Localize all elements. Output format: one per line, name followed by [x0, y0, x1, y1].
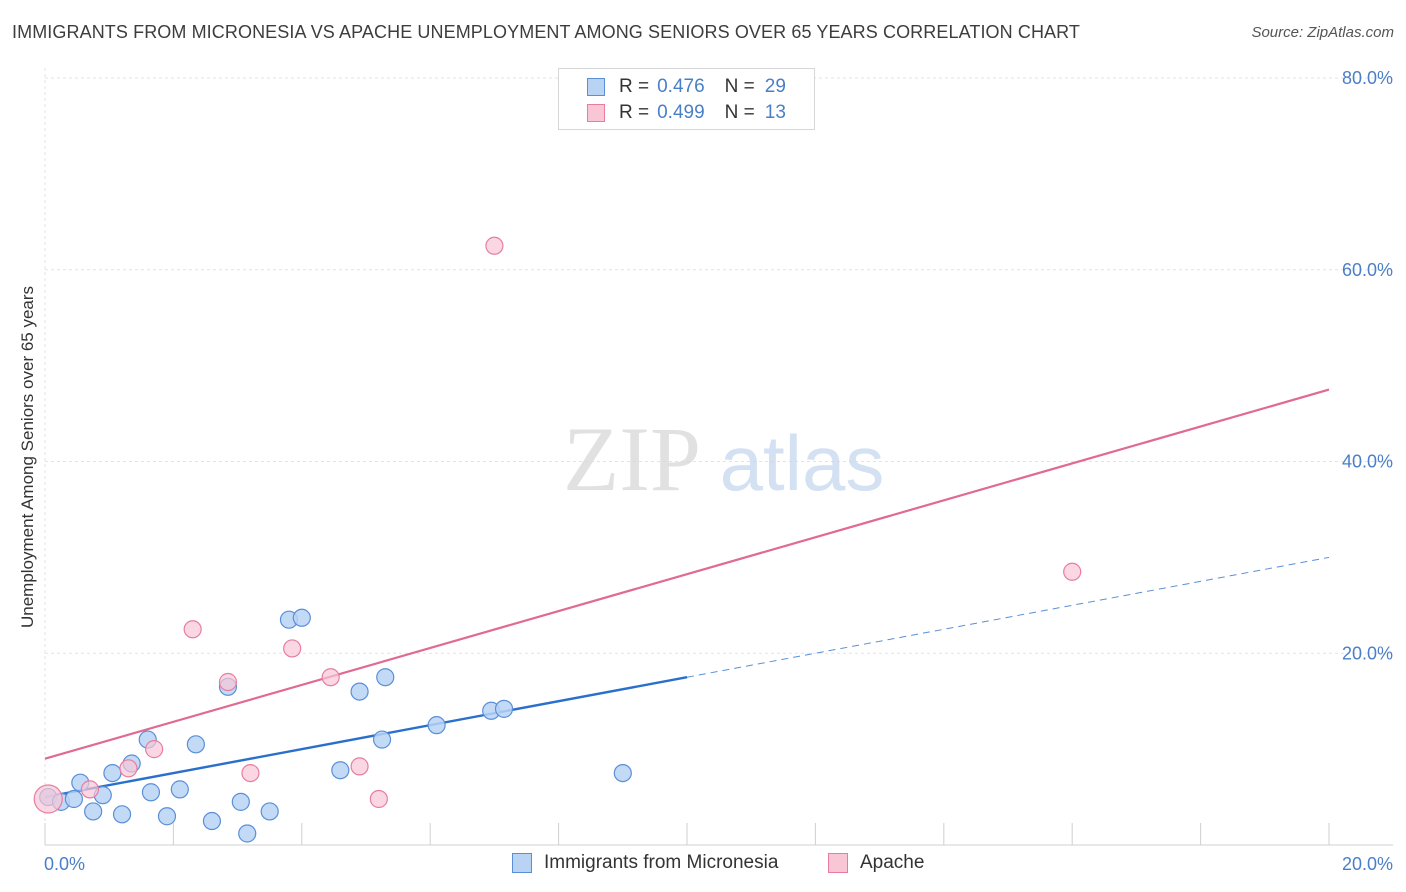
legend-r-label: R =	[619, 102, 650, 123]
series-name-micronesia: Immigrants from Micronesia	[544, 852, 779, 873]
point-micronesia	[292, 608, 311, 627]
y-tick-label: 20.0%	[1342, 643, 1393, 663]
point-micronesia	[260, 802, 279, 821]
trend-line-micronesia-extension	[686, 556, 1330, 678]
point-micronesia	[170, 780, 189, 799]
point-apache	[350, 757, 369, 776]
point-micronesia	[376, 668, 395, 687]
legend-n-value: 13	[764, 102, 786, 123]
point-layer	[33, 236, 1082, 843]
series-legend-apache: Apache	[828, 852, 924, 874]
stats-legend: R = 0.476 N = 29 R = 0.499 N = 13	[558, 68, 815, 130]
tick-layer: 20.0% 40.0% 60.0% 80.0% 0.0% 20.0%	[44, 68, 1393, 874]
trend-line-apache	[44, 388, 1330, 760]
point-micronesia	[84, 802, 103, 821]
legend-r-label: R =	[619, 76, 650, 97]
y-tick-label: 40.0%	[1342, 452, 1393, 472]
x-tick-label: 20.0%	[1342, 854, 1393, 874]
point-apache	[485, 236, 504, 255]
trend-layer	[44, 388, 1330, 799]
watermark-zip: ZIP	[563, 408, 701, 510]
point-micronesia	[613, 763, 632, 783]
point-micronesia	[186, 735, 205, 754]
point-micronesia	[157, 807, 177, 826]
x-tick-label: 0.0%	[44, 854, 85, 874]
point-micronesia	[331, 761, 350, 780]
legend-n-label: N =	[724, 102, 755, 123]
point-apache	[369, 789, 388, 809]
point-apache	[218, 672, 238, 692]
point-apache	[321, 668, 340, 687]
series-name-apache: Apache	[860, 852, 925, 873]
point-micronesia	[372, 730, 392, 749]
legend-n-value: 29	[764, 76, 786, 97]
point-apache	[283, 639, 302, 658]
chart-title: IMMIGRANTS FROM MICRONESIA VS APACHE UNE…	[12, 22, 1081, 42]
point-micronesia	[350, 682, 369, 701]
series-swatch-blue	[512, 853, 532, 873]
point-apache	[119, 759, 138, 778]
point-micronesia	[103, 763, 122, 783]
series-legend: Immigrants from Micronesia Apache	[0, 852, 1406, 876]
legend-swatch-pink	[587, 104, 605, 122]
point-micronesia	[64, 789, 83, 809]
point-micronesia	[202, 811, 222, 831]
point-apache	[1063, 562, 1082, 581]
point-apache	[80, 780, 100, 799]
source-credit: Source: ZipAtlas.com	[1251, 24, 1394, 41]
legend-n-label: N =	[724, 76, 755, 97]
series-swatch-pink	[828, 853, 848, 873]
legend-row-micronesia: R = 0.476 N = 29	[559, 74, 786, 100]
point-apache	[183, 620, 202, 639]
point-micronesia	[238, 824, 257, 843]
point-micronesia	[141, 783, 161, 802]
watermark: ZIP atlas	[563, 408, 884, 510]
legend-swatch-blue	[587, 78, 605, 96]
watermark-atlas: atlas	[720, 419, 885, 507]
y-tick-label: 60.0%	[1342, 260, 1393, 280]
series-legend-micronesia: Immigrants from Micronesia	[512, 852, 778, 874]
grid-layer	[44, 68, 1393, 846]
point-micronesia	[494, 699, 514, 718]
y-axis-label: Unemployment Among Seniors over 65 years	[18, 286, 37, 628]
point-micronesia	[112, 805, 132, 824]
point-apache	[33, 784, 63, 814]
legend-r-value: 0.476	[657, 76, 705, 97]
point-micronesia	[231, 792, 250, 811]
trend-line-micronesia	[44, 676, 688, 799]
legend-row-apache: R = 0.499 N = 13	[559, 100, 786, 126]
legend-r-value: 0.499	[657, 102, 705, 123]
point-micronesia	[427, 716, 446, 735]
point-apache	[241, 763, 260, 783]
y-tick-label: 80.0%	[1342, 68, 1393, 88]
point-apache	[145, 740, 164, 759]
